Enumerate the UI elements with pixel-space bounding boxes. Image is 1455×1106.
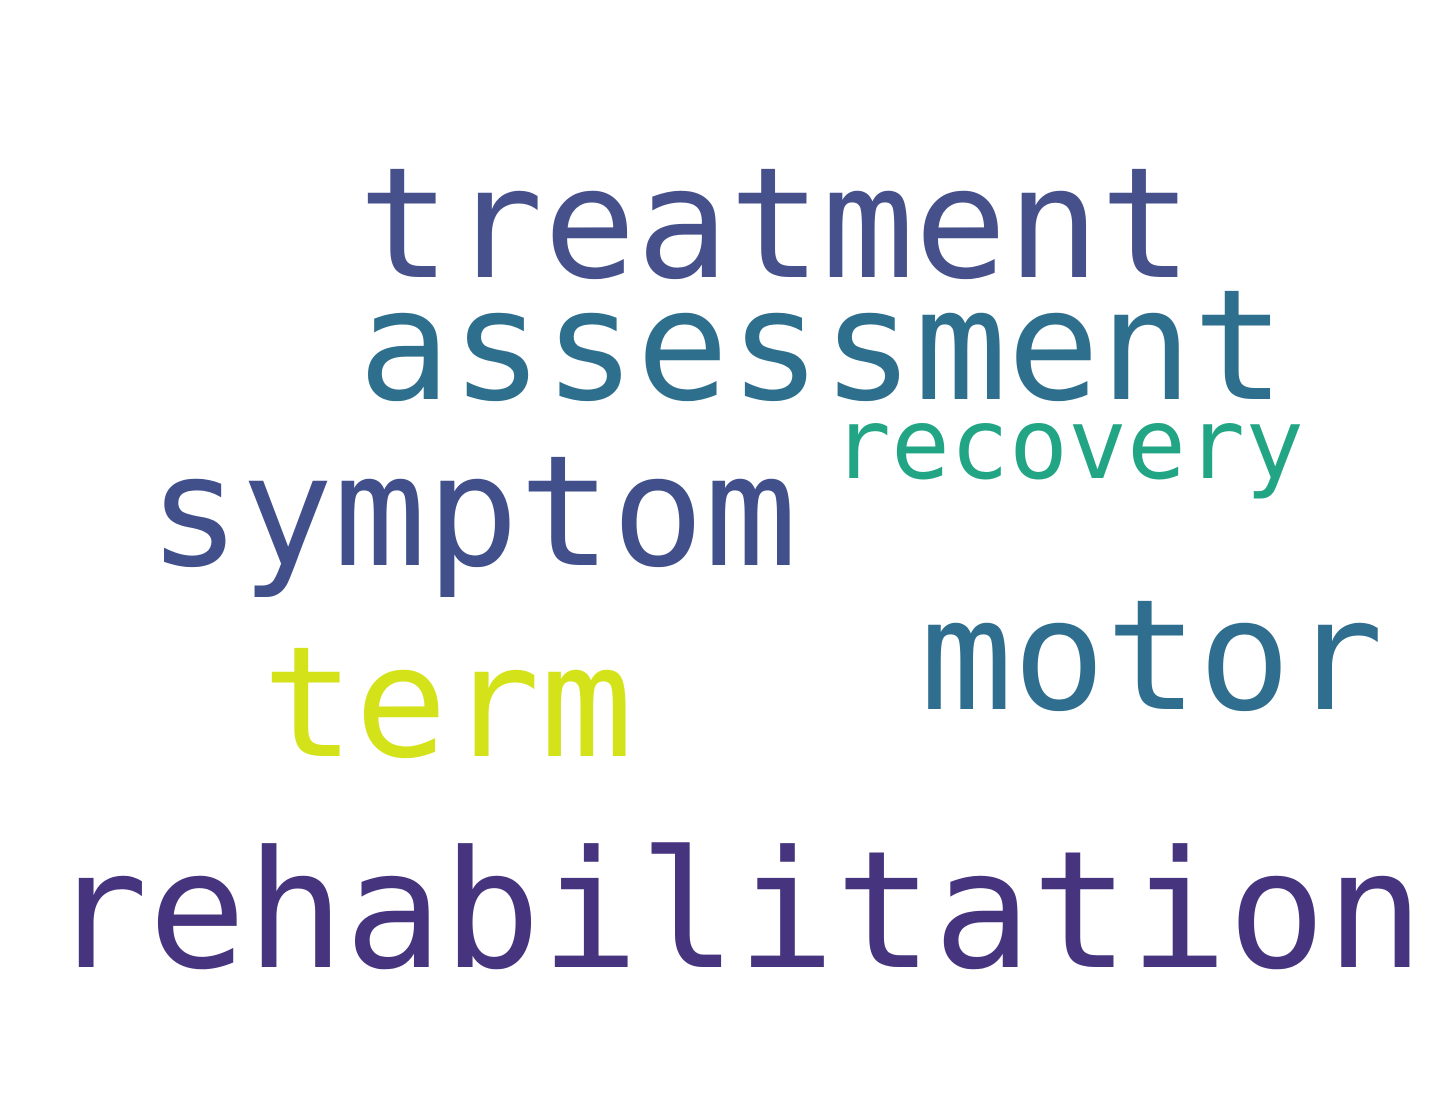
word-recovery: recovery xyxy=(832,388,1305,502)
word-symptom: symptom xyxy=(148,423,798,602)
word-assessment: assessment xyxy=(358,257,1286,436)
word-motor: motor xyxy=(920,567,1384,746)
word-term: term xyxy=(262,614,633,793)
word-treatment: treatment xyxy=(358,135,1193,314)
word-rehabilitation: rehabilitation xyxy=(50,817,1424,1006)
